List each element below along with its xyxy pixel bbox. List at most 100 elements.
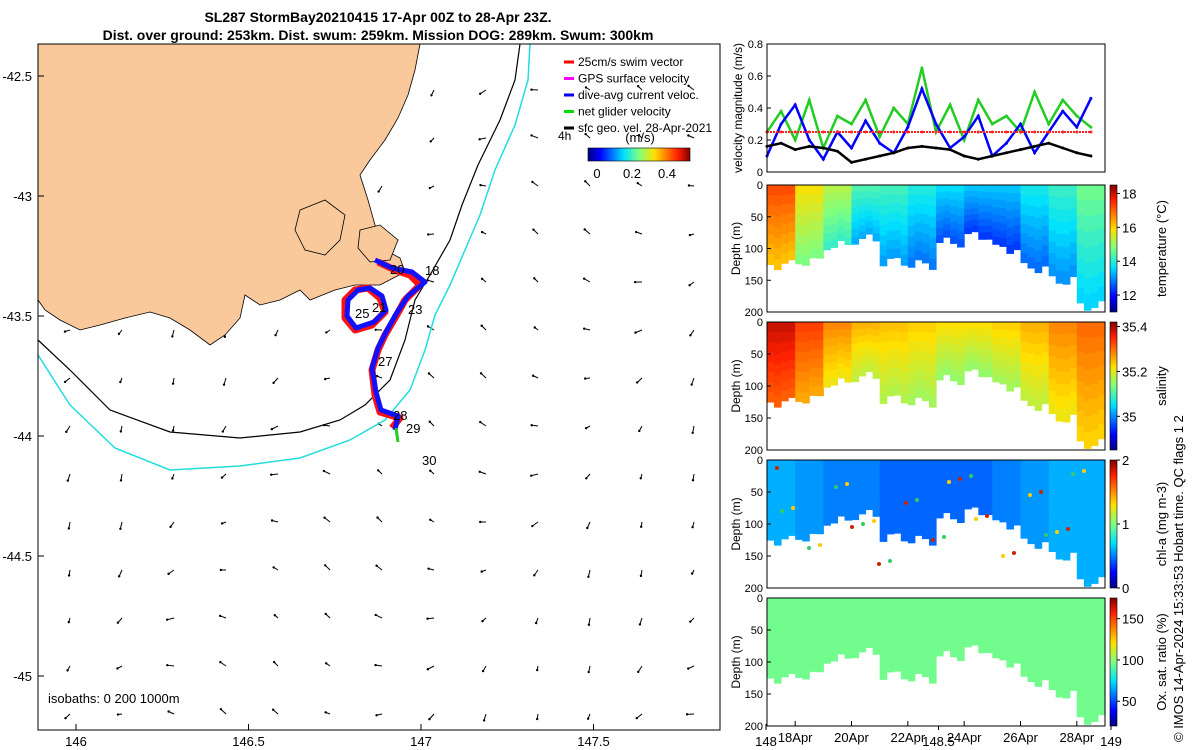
section-cell xyxy=(816,377,824,387)
velocity-point xyxy=(1061,98,1065,102)
section-cell xyxy=(921,499,930,510)
section-cell xyxy=(774,470,782,482)
section-cell xyxy=(1027,501,1036,513)
section-cell xyxy=(964,203,972,210)
section-cell xyxy=(774,195,782,207)
section-cell xyxy=(1069,345,1078,358)
section-cell xyxy=(1048,528,1057,541)
section-cell xyxy=(774,258,782,271)
section-cell xyxy=(893,487,902,498)
time-tick-label: 24Apr xyxy=(947,730,982,745)
section-cell xyxy=(886,194,895,204)
section-cell xyxy=(1098,185,1106,201)
lon-tick-label: 147.5 xyxy=(577,734,610,749)
section-cell xyxy=(914,663,923,674)
velocity-arrow-head xyxy=(584,377,587,380)
section-cell xyxy=(999,360,1007,369)
section-cell xyxy=(950,642,958,650)
section-cell xyxy=(1076,563,1085,580)
section-cell xyxy=(1020,390,1029,401)
velocity-point xyxy=(934,146,938,150)
section-cell xyxy=(858,598,867,606)
velocity-arrow-head xyxy=(324,564,327,567)
section-cell xyxy=(978,212,986,220)
velocity-arrow-head xyxy=(221,430,224,433)
section-cell xyxy=(788,607,796,618)
legend-label: sfc geo. vel. 28-Apr-2021 xyxy=(578,121,712,135)
section-cell xyxy=(1041,342,1050,354)
section-cell xyxy=(978,328,986,337)
velocity-arrow-head xyxy=(219,660,222,664)
section-cell xyxy=(929,237,937,249)
section-cell xyxy=(978,618,986,626)
velocity-point xyxy=(779,130,783,134)
section-cell xyxy=(1098,562,1106,578)
section-cell xyxy=(1027,205,1036,217)
section-cell xyxy=(999,652,1007,661)
depth-tick-label: 150 xyxy=(745,551,763,563)
section-cell xyxy=(1090,200,1099,217)
section-cell xyxy=(1013,492,1022,502)
section-cell xyxy=(943,230,951,238)
section-cell xyxy=(802,658,810,670)
section-cell xyxy=(1006,322,1014,332)
section-cell xyxy=(1027,470,1036,482)
chl-sample-dot xyxy=(904,501,908,505)
section-cell xyxy=(1062,334,1071,348)
section-cell xyxy=(907,246,916,258)
chl-sample-dot xyxy=(985,514,989,518)
colorbar-tick-label: 35.2 xyxy=(1122,364,1147,379)
section-cell xyxy=(964,502,972,510)
section-cell xyxy=(1062,509,1071,523)
section-cell xyxy=(943,473,951,481)
velocity-arrow-head xyxy=(638,429,641,433)
section-cell xyxy=(1013,370,1022,380)
section-cell xyxy=(781,509,789,520)
section-cell xyxy=(802,245,810,256)
section-cell xyxy=(865,641,874,648)
section-colorbar xyxy=(1109,597,1118,727)
section-cell xyxy=(1069,540,1078,553)
section-cell xyxy=(985,369,993,378)
section-cell xyxy=(788,359,796,370)
section-cell xyxy=(809,367,817,378)
section-cell xyxy=(1090,399,1099,416)
section-cell xyxy=(830,216,838,225)
velocity-arrow-head xyxy=(480,570,483,573)
velocity-arrow-head xyxy=(530,134,533,137)
lon-tick-label: 146 xyxy=(65,734,87,749)
section-cell xyxy=(929,248,937,260)
section-cell xyxy=(992,344,1000,353)
velocity-arrow-head xyxy=(685,713,689,716)
section-cell xyxy=(957,345,965,354)
velocity-point xyxy=(1061,130,1065,134)
depth-tick-label: 200 xyxy=(745,583,763,595)
section-cell xyxy=(1006,468,1014,478)
section-cell xyxy=(950,221,958,230)
section-cell xyxy=(872,474,881,482)
section-cell xyxy=(893,358,902,369)
section-cell xyxy=(1069,678,1078,691)
section-cell xyxy=(823,630,831,640)
section-cell xyxy=(851,467,860,476)
velocity-point xyxy=(1004,114,1008,118)
velocity-point xyxy=(906,130,910,134)
section-cell xyxy=(879,195,888,206)
colorbar-unit: (m/s) xyxy=(625,130,655,145)
section-cell xyxy=(964,334,972,341)
velocity-arrow-head xyxy=(426,617,429,620)
section-cell xyxy=(1034,537,1043,549)
section-cell xyxy=(865,209,874,217)
velocity-arrow-head xyxy=(169,525,172,529)
section-cell xyxy=(950,351,958,360)
section-cell xyxy=(872,467,881,475)
section-cell xyxy=(886,221,895,232)
section-cell xyxy=(1020,223,1029,234)
velocity-arrow-head xyxy=(427,567,430,570)
section-cell xyxy=(950,228,958,237)
section-cell xyxy=(978,322,986,330)
section-cell xyxy=(1013,460,1022,469)
section-cell xyxy=(1055,185,1064,198)
section-cell xyxy=(936,322,944,330)
velocity-series-1 xyxy=(765,85,1093,162)
